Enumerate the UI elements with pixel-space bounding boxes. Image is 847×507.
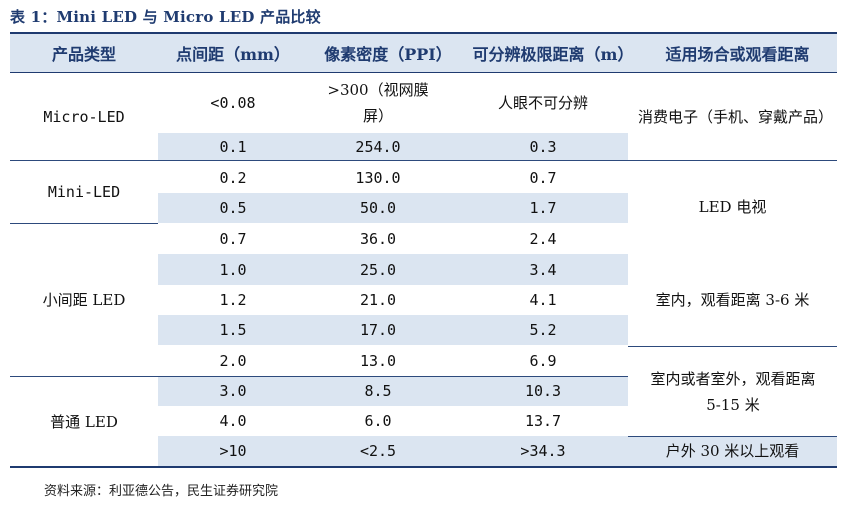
pitch-cell: 1.5 <box>219 321 247 339</box>
ppi-cell: 25.0 <box>359 260 397 279</box>
usage-cell: LED 电视 <box>698 198 767 216</box>
pitch-cell: 0.7 <box>219 230 247 248</box>
row-divider <box>628 436 837 437</box>
ppi-cell: >300（视网膜屏） <box>327 81 429 125</box>
row-divider <box>628 346 837 347</box>
pitch-cell: 0.5 <box>219 199 247 217</box>
pitch-cell: >10 <box>219 442 247 460</box>
ppi-cell: 21.0 <box>359 291 397 309</box>
row-band <box>158 133 628 161</box>
row-band <box>158 254 628 285</box>
group-divider <box>10 376 158 377</box>
pitch-cell: 3.0 <box>219 382 247 400</box>
row-divider <box>158 376 628 377</box>
group-divider <box>10 160 158 161</box>
usage-cell: 室内，观看距离 3-6 米 <box>655 291 810 309</box>
ppi-cell: 8.5 <box>364 382 392 400</box>
header-usage: 适用场合或观看距离 <box>665 45 810 64</box>
pitch-cell: <0.08 <box>210 94 256 112</box>
ppi-cell: 36.0 <box>359 230 397 248</box>
pitch-cell: 1.2 <box>219 291 247 309</box>
header-resolution-distance: 可分辨极限距离（m） <box>472 45 634 64</box>
pitch-cell: 0.2 <box>219 168 247 187</box>
ppi-cell: 17.0 <box>359 321 397 339</box>
distance-cell: 0.3 <box>529 138 557 156</box>
usage-cell: 室内或者室外，观看距离 5-15 米 <box>650 369 816 414</box>
usage-cell: 户外 30 米以上观看 <box>665 442 800 460</box>
header-rule <box>10 72 837 73</box>
table-header: 产品类型 点间距（mm） 像素密度（PPI） 可分辨极限距离（m） 适用场合或观… <box>10 34 837 72</box>
header-ppi: 像素密度（PPI） <box>324 45 452 64</box>
header-pitch: 点间距（mm） <box>176 45 290 64</box>
distance-cell: 人眼不可分辨 <box>497 94 588 112</box>
ppi-cell: 13.0 <box>359 352 397 370</box>
distance-cell: >34.3 <box>520 442 566 460</box>
distance-cell: 2.4 <box>529 230 557 248</box>
bottom-rule <box>10 466 837 468</box>
group-divider <box>10 223 158 224</box>
row-band <box>158 193 628 223</box>
pitch-cell: 0.1 <box>219 138 247 156</box>
table-caption: 表 1：Mini LED 与 Micro LED 产品比较 <box>10 8 321 26</box>
distance-cell: 6.9 <box>529 352 557 370</box>
row-band <box>158 376 628 406</box>
pitch-cell: 4.0 <box>219 412 247 430</box>
ppi-cell: <2.5 <box>359 442 397 460</box>
header-product-type: 产品类型 <box>51 45 116 64</box>
row-divider <box>158 160 837 161</box>
pitch-cell: 1.0 <box>219 260 247 279</box>
distance-cell: 4.1 <box>529 291 557 309</box>
category-micro-led: Micro-LED <box>43 107 125 126</box>
ppi-cell: 254.0 <box>355 138 401 156</box>
distance-cell: 13.7 <box>524 412 562 430</box>
pitch-cell: 2.0 <box>219 352 247 370</box>
ppi-cell: 50.0 <box>359 199 397 217</box>
distance-cell: 5.2 <box>529 321 557 339</box>
distance-cell: 3.4 <box>529 260 557 279</box>
source-note: 资料来源：利亚德公告，民生证券研究院 <box>44 484 279 499</box>
category-standard-led: 普通 LED <box>50 412 118 431</box>
distance-cell: 10.3 <box>524 382 562 400</box>
distance-cell: 0.7 <box>529 168 557 187</box>
row-band <box>158 436 837 466</box>
ppi-cell: 130.0 <box>355 168 401 187</box>
row-band <box>158 315 628 345</box>
category-small-pitch-led: 小间距 LED <box>42 291 126 309</box>
category-mini-led: Mini-LED <box>47 183 121 201</box>
top-rule <box>10 32 837 34</box>
distance-cell: 1.7 <box>529 199 557 217</box>
usage-cell: 消费电子（手机、穿戴产品） <box>638 107 834 126</box>
ppi-cell: 6.0 <box>364 412 392 430</box>
